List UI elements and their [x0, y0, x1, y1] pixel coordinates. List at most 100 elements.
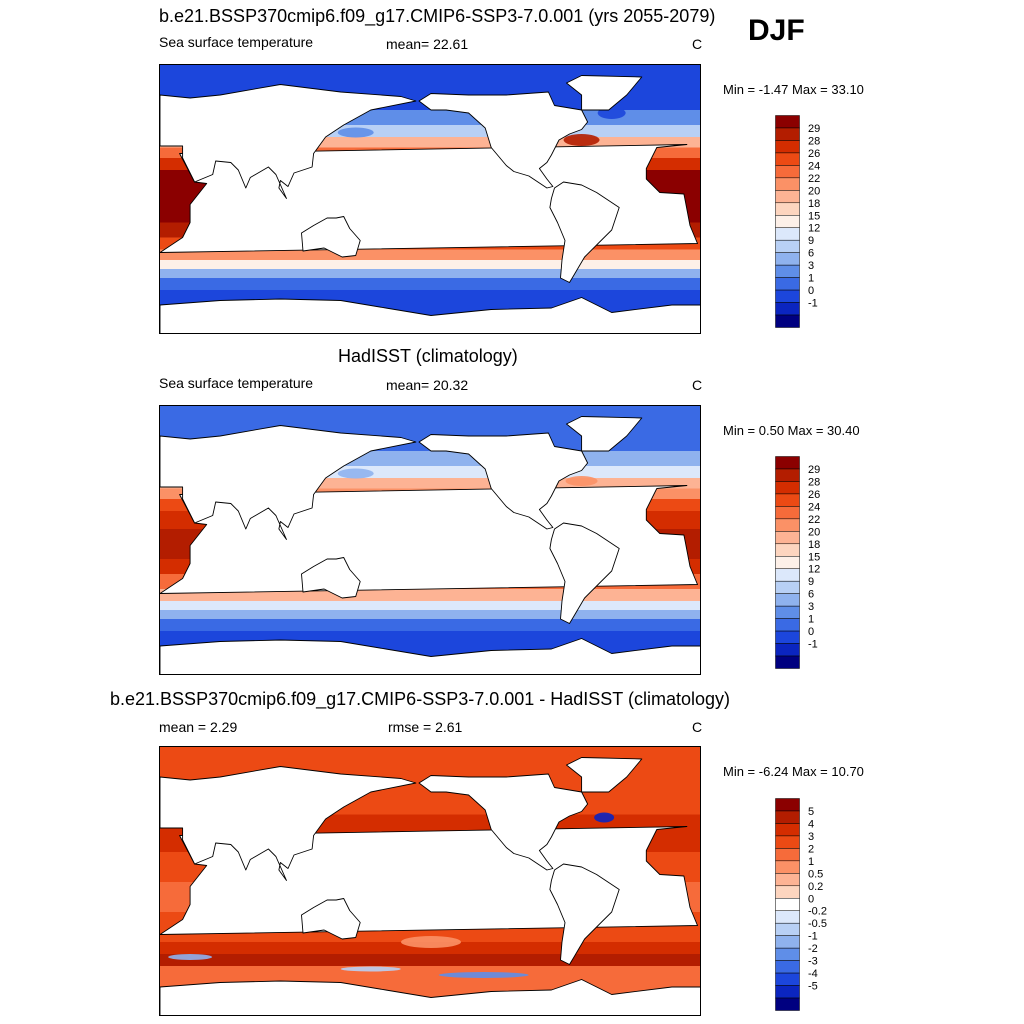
panel-2-left-label: Sea surface temperature: [159, 375, 314, 391]
colorbar-tick-label: 22: [808, 173, 820, 185]
colorbar-swatch: [775, 972, 800, 986]
panel-2-unit: C: [692, 377, 703, 393]
coastline-antarctica: [160, 297, 700, 333]
colorbar-tick-label: 6: [808, 248, 814, 260]
colorbar-swatch: [775, 227, 800, 241]
sst-band: [160, 478, 700, 489]
coastline-eurasia: [160, 425, 417, 540]
colorbar-swatch: [775, 568, 800, 582]
colorbar-tick-label: 3: [808, 601, 814, 613]
colorbar-tick-label: 12: [808, 223, 820, 235]
sst-band: [160, 278, 700, 291]
sst-band: [160, 610, 700, 620]
panel-3-mean: mean = 2.29: [159, 719, 238, 735]
coastline-australia: [301, 898, 361, 940]
colorbar-swatch: [775, 922, 800, 936]
colorbar-tick-label: 24: [808, 160, 820, 172]
sst-anomaly-patch: [594, 812, 615, 823]
colorbar-tick-label: -2: [808, 943, 818, 955]
coastline-greenland: [566, 416, 643, 452]
colorbar-swatch: [775, 810, 800, 824]
colorbar-swatch: [775, 873, 800, 887]
colorbar-swatch: [775, 885, 800, 899]
colorbar-swatch: [775, 127, 800, 141]
colorbar-swatch: [775, 848, 800, 862]
coastline-greenland: [566, 75, 643, 111]
colorbar-swatch: [775, 898, 800, 911]
colorbar-tick-label: 20: [808, 185, 820, 197]
colorbar-tick-label: 1: [808, 856, 814, 868]
colorbar-tick-label: -1: [808, 931, 818, 943]
colorbar-tick-label: 0.5: [808, 868, 823, 880]
panel-1-colorbar: 29 28 26 24 22 20 18 15 12 9 6 3 1 0 -1: [775, 115, 845, 329]
colorbar-swatch: [775, 190, 800, 204]
panel-3-map-svg: [160, 747, 700, 1015]
panel-1-mean: mean= 22.61: [386, 36, 469, 52]
colorbar-tick-label: -0.2: [808, 906, 827, 918]
sst-band: [160, 137, 700, 148]
panel-2-colorbar: 29 28 26 24 22 20 18 15 12 9 6 3 1 0 -1: [775, 456, 845, 670]
colorbar-tick-label: 0: [808, 893, 814, 905]
panel-1-left-label: Sea surface temperature: [159, 34, 314, 50]
colorbar-swatch: [775, 605, 800, 619]
colorbar-swatch: [775, 252, 800, 266]
colorbar-swatch: [775, 531, 800, 545]
colorbar-tick-label: 15: [808, 551, 820, 563]
colorbar-tick-label: 0: [808, 285, 814, 297]
panel-3-title: b.e21.BSSP370cmip6.f09_g17.CMIP6-SSP3-7.…: [110, 689, 730, 709]
coastline-australia: [301, 557, 361, 599]
colorbar-swatch: [775, 140, 800, 154]
colorbar-swatch: [775, 580, 800, 594]
colorbar-tick-label: 24: [808, 501, 820, 513]
colorbar-tick-label: 0.2: [808, 881, 823, 893]
colorbar-tick-label: 3: [808, 831, 814, 843]
sst-band: [160, 619, 700, 632]
sst-anomaly-patch: [563, 134, 600, 146]
panel-2-map-svg: [160, 406, 700, 674]
coastline-eurasia: [160, 84, 417, 199]
colorbar-swatch: [775, 264, 800, 278]
sst-anomaly-patch: [438, 972, 529, 978]
sst-band: [160, 260, 700, 270]
colorbar-tick-label: -3: [808, 956, 818, 968]
colorbar-swatch: [775, 165, 800, 179]
colorbar-tick-label: -0.5: [808, 918, 827, 930]
coastline-namerica: [418, 432, 589, 530]
colorbar-swatch: [775, 277, 800, 291]
sst-anomaly-patch: [565, 476, 598, 486]
sst-anomaly-patch: [401, 936, 461, 948]
colorbar-swatch: [775, 518, 800, 532]
sst-band: [160, 601, 700, 611]
colorbar-tick-label: 29: [808, 464, 820, 476]
coastline-samerica: [549, 863, 620, 965]
colorbar-swatch: [775, 177, 800, 191]
colorbar-swatch: [775, 493, 800, 507]
colorbar-tick-label: 26: [808, 489, 820, 501]
colorbar-tick-label: -1: [808, 298, 818, 310]
coastline-samerica: [549, 522, 620, 624]
colorbar-swatch: [775, 289, 800, 303]
colorbar-tick-label: 28: [808, 476, 820, 488]
coastline-australia: [301, 216, 361, 258]
panel-2-map: [159, 405, 701, 675]
colorbar-tick-label: 22: [808, 514, 820, 526]
colorbar-tick-label: 1: [808, 614, 814, 626]
panel-3-rmse: rmse = 2.61: [388, 719, 463, 735]
colorbar-tick-label: 20: [808, 526, 820, 538]
colorbar-swatch: [775, 823, 800, 837]
colorbar-tick-label: 2: [808, 843, 814, 855]
panel-2-minmax: Min = 0.50 Max = 30.40: [723, 423, 860, 438]
sst-anomaly-patch: [337, 127, 374, 138]
colorbar-tick-label: 3: [808, 260, 814, 272]
panel-2-title: HadISST (climatology): [338, 346, 518, 366]
coastline-antarctica: [160, 638, 700, 674]
colorbar-swatch: [775, 115, 800, 129]
colorbar-swatch: [775, 655, 800, 669]
panel-3-colorbar: 5 4 3 2 1 0.5 0.2 0 -0.2 -0.5 -1 -2 -3 -4 -5: [775, 798, 845, 1012]
colorbar-swatch: [775, 997, 800, 1011]
colorbar-tick-label: 18: [808, 198, 820, 210]
sst-anomaly-patch: [337, 468, 374, 479]
colorbar-tick-label: 12: [808, 564, 820, 576]
sst-band: [160, 269, 700, 279]
